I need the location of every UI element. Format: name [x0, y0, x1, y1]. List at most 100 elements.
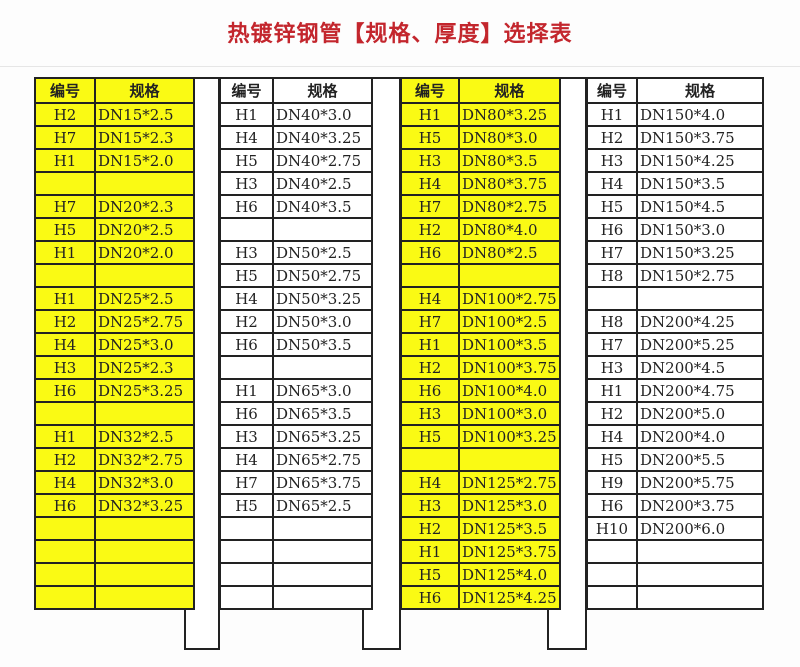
cell-spec: DN200*4.75: [636, 378, 764, 403]
table-row: [34, 401, 195, 426]
cell-code: H3: [586, 355, 638, 380]
table-row: H2 DN80*4.0: [400, 217, 561, 242]
table-row: H4 DN125*2.75: [400, 470, 561, 495]
cell-code: H6: [219, 194, 274, 219]
cell-spec: [94, 263, 195, 288]
table-row: [400, 263, 561, 288]
cell-code: H3: [400, 401, 460, 426]
cell-spec: DN200*5.25: [636, 332, 764, 357]
cell-spec: DN32*3.0: [94, 470, 195, 495]
cell-code: H8: [586, 263, 638, 288]
cell-spec: [458, 263, 561, 288]
page-title: 热镀锌钢管【规格、厚度】选择表: [227, 22, 573, 47]
cell-spec: [272, 355, 373, 380]
cell-code: H2: [586, 125, 638, 150]
cell-code: H7: [219, 470, 274, 495]
cell-code: H2: [34, 102, 96, 127]
header-row: 编号 规格: [34, 77, 195, 104]
cell-spec: DN25*2.5: [94, 286, 195, 311]
table-row: H6 DN125*4.25: [400, 585, 561, 610]
cell-code: H4: [219, 447, 274, 472]
cell-code: H6: [586, 493, 638, 518]
cell-code: H6: [586, 217, 638, 242]
cell-spec: DN65*2.5: [272, 493, 373, 518]
cell-spec: DN20*2.5: [94, 217, 195, 242]
cell-code: H3: [219, 424, 274, 449]
table-row: H2 DN100*3.75: [400, 355, 561, 380]
cell-code: H6: [219, 332, 274, 357]
cell-code: H2: [400, 217, 460, 242]
table-row: [34, 585, 195, 610]
cell-code: H1: [34, 286, 96, 311]
cell-spec: DN40*3.25: [272, 125, 373, 150]
cell-spec: DN65*2.75: [272, 447, 373, 472]
cell-spec: DN150*4.0: [636, 102, 764, 127]
table-row: H3 DN65*3.25: [219, 424, 373, 449]
column-header-spec: 规格: [94, 77, 195, 104]
table-row: H3 DN150*4.25: [586, 148, 764, 173]
table-row: H3 DN125*3.0: [400, 493, 561, 518]
table-row: H6 DN150*3.0: [586, 217, 764, 242]
cell-spec: DN80*3.75: [458, 171, 561, 196]
table-row: H3 DN200*4.5: [586, 355, 764, 380]
table-row: H5 DN200*5.5: [586, 447, 764, 472]
cell-code: H7: [400, 194, 460, 219]
table-row: H4 DN40*3.25: [219, 125, 373, 150]
cell-code: H4: [586, 424, 638, 449]
table-row: H1 DN80*3.25: [400, 102, 561, 127]
table-row: H1 DN200*4.75: [586, 378, 764, 403]
cell-code: H1: [400, 539, 460, 564]
column-header-code: 编号: [586, 77, 638, 104]
cell-spec: [94, 562, 195, 587]
table-row: H5 DN50*2.75: [219, 263, 373, 288]
table-row: H5 DN40*2.75: [219, 148, 373, 173]
table-row: H1 DN32*2.5: [34, 424, 195, 449]
cell-code: H8: [586, 309, 638, 334]
table-row: H6 DN80*2.5: [400, 240, 561, 265]
cell-code: H10: [586, 516, 638, 541]
cell-spec: DN125*3.5: [458, 516, 561, 541]
cell-spec: DN65*3.75: [272, 470, 373, 495]
table-row: H5 DN100*3.25: [400, 424, 561, 449]
table-row: H7 DN200*5.25: [586, 332, 764, 357]
cell-spec: DN80*3.5: [458, 148, 561, 173]
table-row: [34, 171, 195, 196]
cell-spec: DN150*3.75: [636, 125, 764, 150]
cell-code: [34, 585, 96, 610]
cell-code: H1: [586, 378, 638, 403]
cell-code: H7: [34, 125, 96, 150]
cell-code: H3: [219, 171, 274, 196]
cell-spec: DN200*6.0: [636, 516, 764, 541]
header-row: 编号 规格: [400, 77, 561, 104]
table-row: H2 DN15*2.5: [34, 102, 195, 127]
cell-code: H1: [34, 240, 96, 265]
cell-code: H2: [586, 401, 638, 426]
cell-code: H5: [400, 125, 460, 150]
cell-code: [219, 217, 274, 242]
table-row: H3 DN100*3.0: [400, 401, 561, 426]
cell-code: H2: [400, 516, 460, 541]
cell-spec: DN50*3.0: [272, 309, 373, 334]
cell-spec: [272, 516, 373, 541]
cell-spec: [272, 539, 373, 564]
table-row: H4 DN50*3.25: [219, 286, 373, 311]
table-row: H7 DN150*3.25: [586, 240, 764, 265]
cell-code: [400, 447, 460, 472]
cell-code: H1: [586, 102, 638, 127]
table-row: H2 DN50*3.0: [219, 309, 373, 334]
cell-spec: DN125*3.0: [458, 493, 561, 518]
cell-spec: [636, 286, 764, 311]
cell-code: H1: [400, 332, 460, 357]
table-row: H1 DN15*2.0: [34, 148, 195, 173]
cell-code: [34, 263, 96, 288]
cell-spec: DN150*3.5: [636, 171, 764, 196]
table-row: [219, 217, 373, 242]
table-row: H4 DN100*2.75: [400, 286, 561, 311]
cell-spec: [272, 217, 373, 242]
cell-code: [219, 585, 274, 610]
cell-code: H5: [219, 493, 274, 518]
cell-code: H5: [219, 263, 274, 288]
table-row: [219, 355, 373, 380]
cell-code: H4: [400, 286, 460, 311]
spec-table-2: 编号 规格 H1 DN40*3.0 H4 DN40*3.25 H5 DN40*2.75 H3 DN…: [219, 77, 373, 610]
